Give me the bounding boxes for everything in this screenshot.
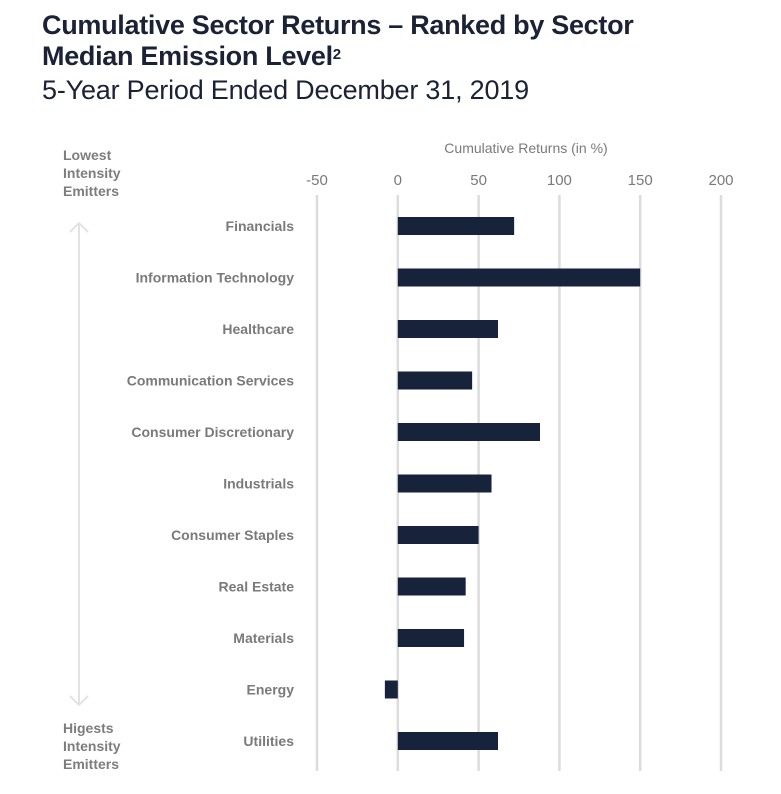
x-tick-label: 0 (394, 172, 402, 189)
category-labels: Financials Information Technology Healthca… (127, 218, 294, 749)
intensity-arrow-icon (69, 221, 89, 707)
title-line-2: Median Emission Level (42, 41, 333, 71)
bar (397, 526, 479, 544)
lowest-intensity-line: Lowest (63, 147, 112, 163)
x-tick-label: 100 (547, 172, 572, 189)
lowest-intensity-line: Intensity (63, 165, 121, 181)
category-label: Industrials (223, 476, 294, 492)
x-tick-label: -50 (306, 172, 328, 189)
category-label: Energy (247, 682, 295, 698)
title-footnote-marker: 2 (332, 46, 341, 63)
x-tick-label: 200 (708, 172, 733, 189)
bar (397, 474, 492, 493)
category-label: Communication Services (127, 373, 294, 389)
category-label: Utilities (243, 733, 294, 749)
category-label: Materials (233, 630, 294, 646)
lowest-intensity-label: Lowest Intensity Emitters (63, 146, 121, 200)
title-line-1: Cumulative Sector Returns – Ranked by Se… (42, 10, 634, 40)
bar (397, 732, 498, 750)
bar (397, 217, 515, 235)
bar (397, 320, 498, 338)
highest-intensity-label: Higests Intensity Emitters (63, 719, 121, 773)
category-label: Real Estate (219, 579, 295, 595)
highest-intensity-line: Higests (63, 720, 114, 736)
x-tick-labels: -50 0 50 100 150 200 (306, 172, 733, 189)
category-label: Consumer Discretionary (131, 424, 294, 440)
category-label: Consumer Staples (171, 527, 294, 543)
lowest-intensity-line: Emitters (63, 183, 120, 199)
bar (397, 268, 641, 287)
x-tick-label: 50 (470, 172, 487, 189)
bar (397, 371, 473, 390)
category-label: Information Technology (136, 270, 295, 286)
highest-intensity-line: Intensity (63, 738, 121, 754)
category-label: Financials (226, 218, 295, 234)
bars (384, 217, 641, 750)
x-axis-label: Cumulative Returns (in %) (444, 140, 607, 156)
category-label: Healthcare (222, 321, 294, 337)
bar (397, 629, 465, 647)
bar (397, 423, 541, 441)
chart-title-block: Cumulative Sector Returns – Ranked by Se… (42, 10, 762, 107)
chart-subtitle: 5-Year Period Ended December 31, 2019 (42, 75, 529, 105)
chart-title: Cumulative Sector Returns – Ranked by Se… (42, 10, 762, 72)
x-tick-label: 150 (628, 172, 653, 189)
highest-intensity-line: Emitters (63, 756, 120, 772)
bar (384, 680, 398, 699)
bar (397, 577, 466, 596)
